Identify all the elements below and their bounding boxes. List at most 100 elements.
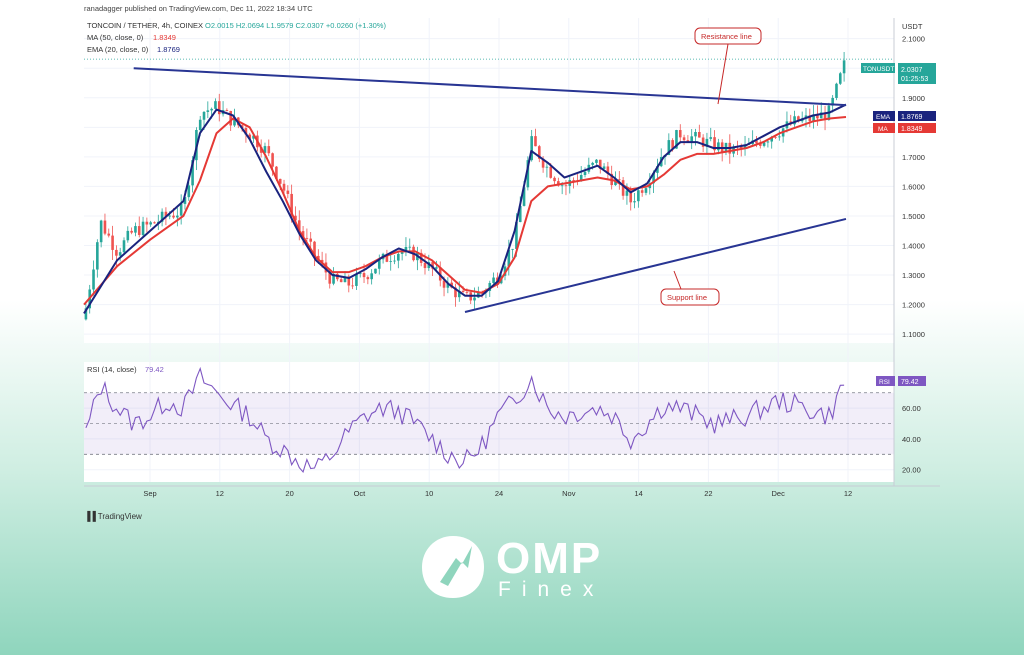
rsi-tick-label: 20.00 bbox=[902, 466, 921, 475]
support-label: Support line bbox=[667, 293, 707, 302]
candle-body bbox=[317, 255, 320, 260]
candle-body bbox=[595, 159, 598, 163]
ema-tag-label: EMA bbox=[876, 114, 891, 121]
legend-ma-value: 1.8349 bbox=[153, 33, 176, 42]
candle-body bbox=[534, 136, 537, 147]
candle-body bbox=[526, 160, 530, 188]
candle-body bbox=[758, 143, 762, 146]
legend-ma-label: MA (50, close, 0) bbox=[87, 33, 144, 42]
time-tick-label: Nov bbox=[562, 489, 576, 498]
candle-body bbox=[145, 221, 149, 225]
candle-body bbox=[518, 205, 522, 223]
candle-body bbox=[755, 140, 758, 144]
brand-subtitle: Finex bbox=[498, 578, 605, 601]
candle-body bbox=[739, 146, 743, 149]
candle-body bbox=[214, 101, 217, 109]
candle-body bbox=[126, 230, 130, 241]
candle-body bbox=[297, 220, 301, 232]
countdown-value: 01:25:53 bbox=[901, 76, 928, 83]
candle-body bbox=[598, 159, 602, 169]
candle-body bbox=[96, 242, 99, 270]
candle-body bbox=[408, 246, 412, 248]
legend-ema-value: 1.8769 bbox=[157, 45, 180, 54]
candle-body bbox=[183, 197, 187, 204]
candle-body bbox=[141, 221, 145, 235]
candle-body bbox=[179, 203, 183, 216]
candle-body bbox=[286, 190, 290, 194]
candle-body bbox=[191, 160, 194, 186]
candle-body bbox=[717, 142, 720, 151]
candle-body bbox=[134, 226, 137, 233]
candle-body bbox=[698, 131, 701, 138]
candle-body bbox=[393, 260, 396, 262]
candle-body bbox=[355, 273, 358, 286]
candle-body bbox=[557, 181, 560, 186]
legend-ohlc: O2.0015 H2.0694 L1.9579 C2.0307 +0.0260 … bbox=[205, 21, 386, 30]
price-tick-label: 1.4000 bbox=[902, 242, 925, 251]
support-line bbox=[464, 217, 847, 313]
rsi-tag bbox=[876, 376, 895, 386]
candle-body bbox=[99, 220, 103, 243]
candle-body bbox=[618, 179, 621, 181]
candle-body bbox=[168, 215, 172, 217]
tradingview-logo: ▐▐ TradingView bbox=[84, 511, 142, 521]
candle-body bbox=[160, 211, 164, 222]
ticker-label: TONUSDT bbox=[863, 66, 894, 73]
candle-body bbox=[537, 146, 541, 159]
candle-body bbox=[259, 147, 263, 153]
candle-body bbox=[644, 188, 648, 193]
candle-body bbox=[233, 117, 236, 126]
price-tick-label: 2.1000 bbox=[902, 35, 925, 44]
legend-ema-label: EMA (20, close, 0) bbox=[87, 45, 149, 54]
ticker-tag bbox=[861, 63, 895, 73]
candle-body bbox=[701, 137, 705, 147]
candle-body bbox=[831, 97, 834, 106]
candle-body bbox=[282, 183, 286, 191]
candle-body bbox=[457, 290, 461, 298]
candle-body bbox=[328, 272, 332, 284]
candle-body bbox=[690, 136, 693, 142]
last-price-tag bbox=[898, 63, 936, 84]
rsi-layer bbox=[84, 366, 894, 474]
candle-body bbox=[149, 222, 152, 225]
candle-body bbox=[835, 83, 838, 98]
candle-body bbox=[591, 162, 594, 165]
legend-rsi-label: RSI (14, close) bbox=[87, 365, 137, 374]
candle-body bbox=[92, 269, 95, 290]
time-tick-label: 12 bbox=[844, 489, 852, 498]
last-price-value: 2.0307 bbox=[901, 67, 923, 74]
rsi-value-tag bbox=[898, 376, 926, 386]
candle-body bbox=[838, 73, 842, 84]
candle-body bbox=[278, 178, 282, 184]
candle-body bbox=[678, 130, 682, 138]
candle-body bbox=[202, 111, 206, 120]
candle-body bbox=[522, 187, 526, 206]
candle-body bbox=[153, 222, 156, 224]
candle-body bbox=[507, 249, 511, 267]
price-tick-label: 1.9000 bbox=[902, 94, 925, 103]
time-tick-label: 22 bbox=[704, 489, 712, 498]
candle-body bbox=[377, 259, 381, 269]
candle-body bbox=[511, 248, 514, 250]
candle-body bbox=[842, 60, 846, 74]
candle-body bbox=[541, 158, 545, 168]
candle-body bbox=[122, 240, 126, 253]
candle-body bbox=[137, 226, 141, 235]
candle-body bbox=[400, 252, 404, 254]
resistance-label: Resistance line bbox=[701, 32, 752, 41]
time-tick-label: Oct bbox=[354, 489, 367, 498]
candle-body bbox=[313, 241, 316, 256]
candle-body bbox=[240, 125, 244, 129]
candle-body bbox=[774, 136, 777, 138]
candle-body bbox=[446, 282, 450, 288]
candle-body bbox=[244, 128, 248, 135]
candle-body bbox=[797, 116, 800, 122]
price-pane bbox=[84, 18, 894, 343]
tradingview-logo-text: TradingView bbox=[97, 511, 142, 521]
candle-body bbox=[217, 101, 221, 115]
ema-value: 1.8769 bbox=[901, 114, 923, 121]
indicator-lines bbox=[83, 103, 847, 314]
price-chart[interactable]: 2.10002.00001.90001.80001.70001.60001.50… bbox=[0, 0, 1024, 510]
ma-value-tag bbox=[898, 123, 936, 133]
candle-body bbox=[301, 231, 305, 238]
